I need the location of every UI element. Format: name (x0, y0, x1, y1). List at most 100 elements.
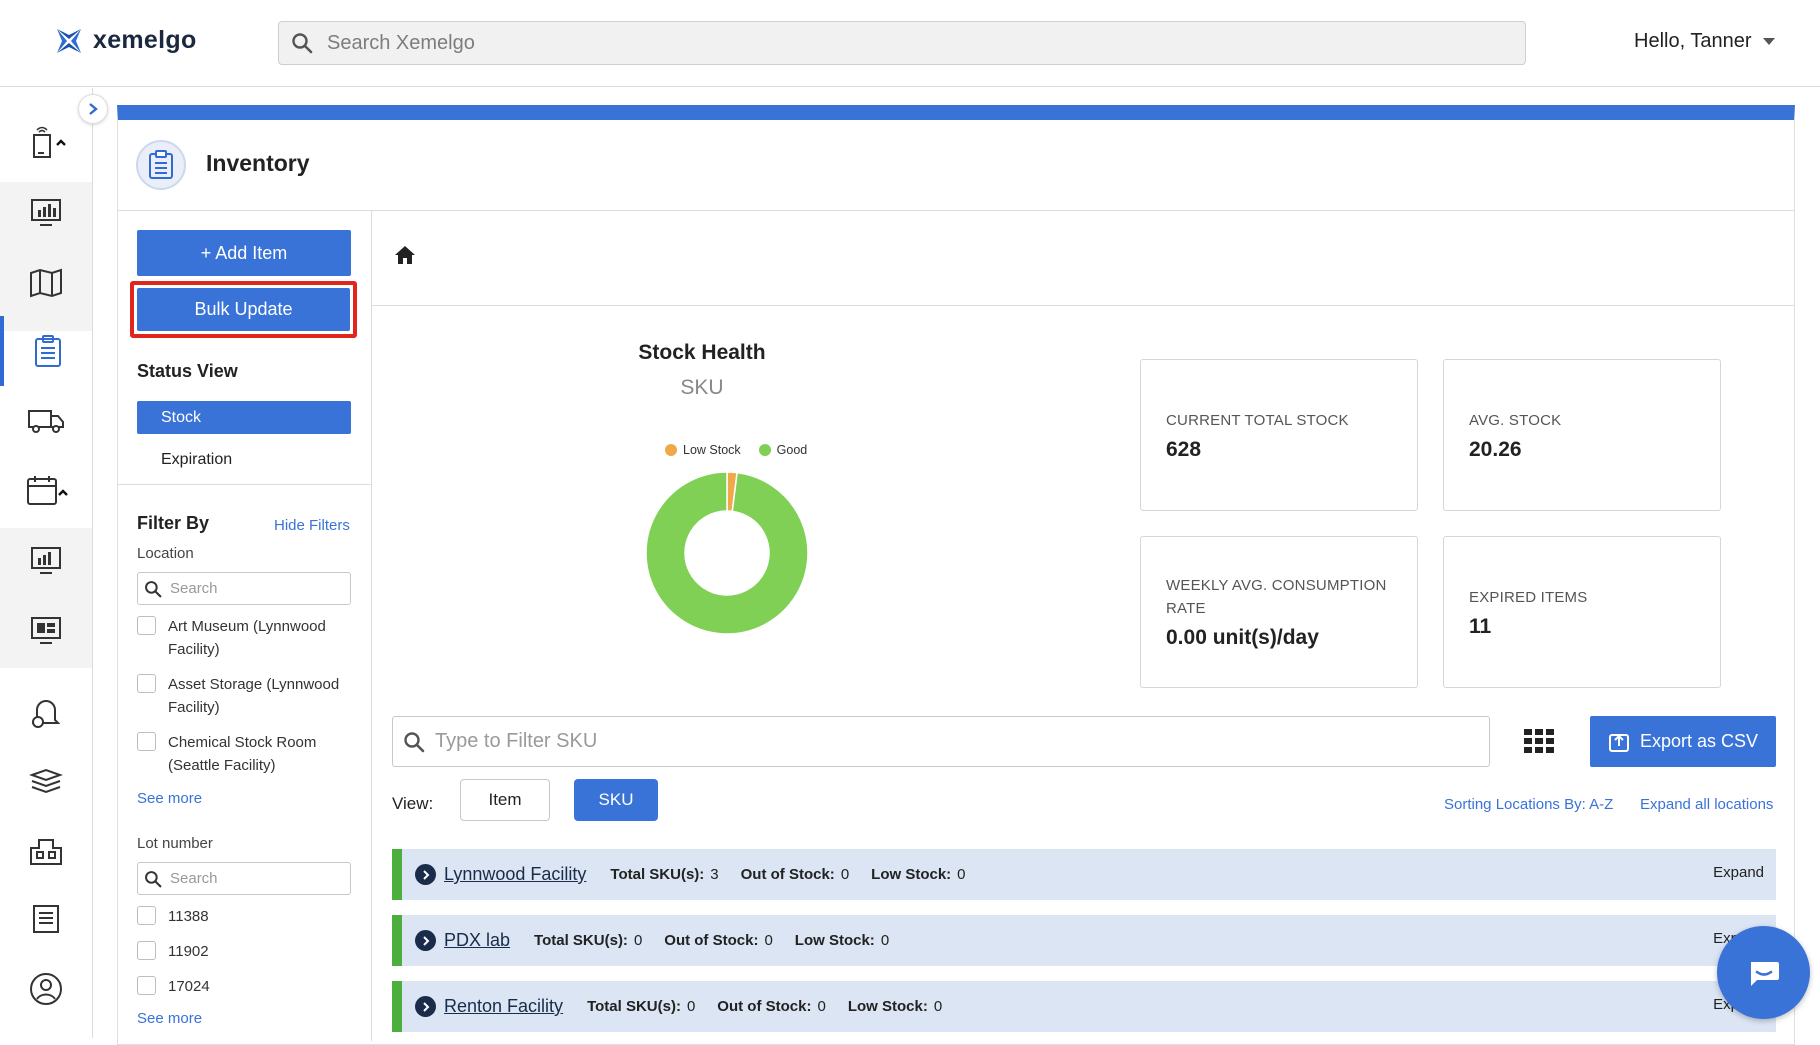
lot-search-input[interactable]: Search (137, 862, 351, 895)
stat-value: 11 (1469, 614, 1492, 638)
view-sku-button[interactable]: SKU (574, 779, 658, 821)
nav-settings[interactable] (0, 748, 92, 818)
nav-scheduling-toggle[interactable] (0, 456, 92, 526)
nav-alerts[interactable] (0, 678, 92, 748)
location-row[interactable]: PDX lab Total SKU(s): 0 Out of Stock: 0 Lo… (392, 915, 1776, 966)
nav-tracking-toggle[interactable] (0, 108, 92, 178)
nav-profile[interactable] (0, 954, 92, 1024)
filter-panel: + Add Item Bulk Update Status View Stock… (118, 211, 372, 1041)
expand-row-button[interactable] (415, 864, 436, 885)
nav-dashboard[interactable] (0, 178, 92, 248)
bell-gear-icon (31, 700, 61, 728)
expand-row-button[interactable] (415, 996, 436, 1017)
document-list-icon (33, 905, 59, 933)
out-of-stock-label: Out of Stock: (717, 998, 812, 1015)
nav-inventory[interactable] (0, 316, 92, 386)
checkbox[interactable] (137, 732, 156, 751)
grid-icon (1524, 729, 1554, 753)
settings-stack-icon (29, 768, 63, 794)
lot-option[interactable]: 11388 (137, 905, 357, 928)
checkbox[interactable] (137, 976, 156, 995)
expand-sidebar-button[interactable] (78, 94, 108, 124)
expand-all-locations-link[interactable]: Expand all locations (1640, 796, 1774, 813)
stat-value: 20.26 (1469, 437, 1522, 461)
legend-label: Low Stock (683, 443, 741, 457)
stat-value: 0.00 unit(s)/day (1166, 626, 1319, 649)
location-name-link[interactable]: PDX lab (444, 930, 511, 950)
location-option[interactable]: Art Museum (Lynnwood Facility) (137, 615, 357, 661)
filter-by-title: Filter By (137, 513, 210, 533)
xemelgo-logo-icon (57, 28, 81, 53)
checkbox[interactable] (137, 906, 156, 925)
user-menu[interactable]: Hello, Tanner (1634, 30, 1776, 53)
total-sku-value: 0 (633, 932, 643, 949)
location-option-label: Asset Storage (Lynnwood Facility) (168, 676, 340, 716)
location-name-link[interactable]: Lynnwood Facility (444, 864, 587, 884)
donut-slice-good[interactable] (645, 471, 809, 635)
location-row[interactable]: Lynnwood Facility Total SKU(s): 3 Out of … (392, 849, 1776, 900)
out-of-stock-value: 0 (840, 866, 850, 883)
location-search-placeholder: Search (170, 580, 218, 597)
nav-map[interactable] (0, 248, 92, 318)
lot-option[interactable]: 11902 (137, 940, 357, 963)
checkbox[interactable] (137, 674, 156, 693)
nav-shipping[interactable] (0, 386, 92, 456)
stat-card-weekly-consumption: WEEKLY AVG. CONSUMPTION RATE 0.00 unit(s… (1140, 536, 1418, 688)
hide-filters-link[interactable]: Hide Filters (274, 517, 350, 534)
expand-row-button[interactable] (415, 930, 436, 951)
total-sku-value: 0 (686, 998, 696, 1015)
inventory-card: Inventory + Add Item Bulk Update Status … (117, 105, 1795, 1045)
lot-option[interactable]: 17024 (137, 975, 357, 998)
location-see-more-link[interactable]: See more (137, 790, 203, 807)
low-stock-value: 0 (957, 866, 966, 883)
nav-documents[interactable] (0, 884, 92, 954)
global-search-input[interactable]: Search Xemelgo (278, 21, 1526, 65)
monitor-chart-icon (31, 547, 61, 574)
location-row[interactable]: Renton Facility Total SKU(s): 0 Out of St… (392, 981, 1776, 1032)
expand-link[interactable]: Expand (1713, 864, 1764, 881)
nav-group-tracking (0, 182, 92, 331)
export-csv-button[interactable]: Export as CSV (1590, 716, 1776, 767)
sku-filter-input[interactable]: Type to Filter SKU (392, 716, 1490, 767)
status-view-stock[interactable]: Stock (137, 401, 351, 434)
legend-low-stock[interactable]: Low Stock (665, 443, 741, 457)
checkbox[interactable] (137, 941, 156, 960)
legend-swatch (758, 444, 771, 456)
chat-widget-button[interactable] (1717, 926, 1810, 1019)
bulk-update-button[interactable]: Bulk Update (137, 288, 350, 331)
out-of-stock-label: Out of Stock: (740, 866, 835, 883)
breadcrumb-home[interactable] (394, 245, 416, 270)
nav-factory[interactable] (0, 816, 92, 886)
location-search-input[interactable]: Search (137, 572, 351, 605)
view-item-button[interactable]: Item (460, 779, 550, 821)
page-title: Inventory (206, 150, 310, 176)
status-view-expiration[interactable]: Expiration (161, 451, 233, 468)
truck-icon (28, 410, 64, 433)
out-of-stock-value: 0 (817, 998, 826, 1015)
nav-display[interactable] (0, 596, 92, 666)
checkbox[interactable] (137, 616, 156, 635)
user-greeting: Hello, Tanner (1634, 30, 1752, 52)
legend-good[interactable]: Good (758, 443, 807, 457)
low-stock-value: 0 (933, 998, 943, 1015)
stat-label: WEEKLY AVG. CONSUMPTION RATE (1166, 577, 1387, 617)
bulk-update-highlight: Bulk Update (130, 281, 357, 338)
location-option[interactable]: Asset Storage (Lynnwood Facility) (137, 673, 357, 719)
search-icon (145, 580, 162, 597)
xemelgo-logo[interactable]: xemelgo (55, 26, 197, 55)
location-name-link[interactable]: Renton Facility (444, 996, 564, 1016)
factory-icon (30, 839, 62, 865)
lot-see-more-link[interactable]: See more (137, 1010, 203, 1027)
grid-view-toggle[interactable] (1524, 729, 1554, 758)
brand-name: xemelgo (93, 26, 197, 54)
sorting-link[interactable]: Sorting Locations By: A-Z (1444, 796, 1614, 813)
nav-monitor-reports[interactable] (0, 526, 92, 596)
add-item-button[interactable]: + Add Item (137, 230, 351, 276)
clipboard-icon (149, 150, 173, 179)
low-stock-label: Low Stock: (847, 998, 928, 1015)
location-option[interactable]: Chemical Stock Room (Seattle Facility) (137, 731, 357, 777)
card-header: Inventory (118, 120, 1794, 211)
location-option-label: Chemical Stock Room (Seattle Facility) (168, 734, 317, 774)
chevron-down-icon (1763, 38, 1776, 45)
export-icon (1608, 733, 1629, 752)
